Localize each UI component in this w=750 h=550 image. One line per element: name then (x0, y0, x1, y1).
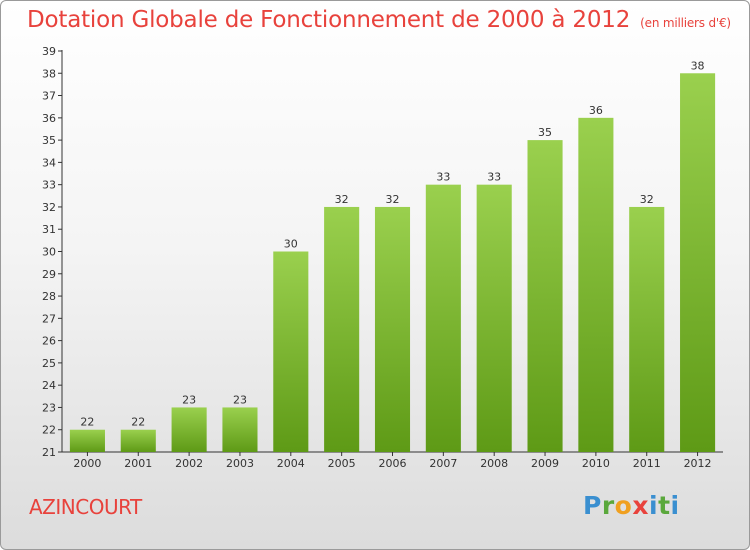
y-tick-label: 28 (42, 290, 56, 303)
data-label-2009: 35 (538, 126, 552, 139)
x-tick-label-2009: 2009 (531, 457, 559, 470)
bar-2007 (425, 184, 461, 452)
y-tick-label: 33 (42, 179, 56, 192)
bar-2000 (69, 429, 105, 452)
data-label-2000: 22 (80, 416, 94, 429)
data-label-2010: 36 (589, 104, 603, 117)
data-label-2008: 33 (487, 171, 501, 184)
bar-2003 (222, 407, 258, 452)
y-tick-label: 26 (42, 335, 56, 348)
y-tick-label: 23 (42, 401, 56, 414)
y-tick-label: 22 (42, 424, 56, 437)
x-tick-label-2003: 2003 (226, 457, 254, 470)
x-tick-label-2010: 2010 (582, 457, 610, 470)
bar-2006 (374, 206, 411, 452)
data-label-2004: 30 (284, 238, 298, 251)
x-tick-label-2002: 2002 (175, 457, 203, 470)
bar-2012 (680, 73, 716, 453)
y-tick-label: 34 (42, 156, 56, 169)
data-label-2006: 32 (386, 193, 400, 206)
y-tick-label: 38 (42, 67, 56, 80)
data-label-2005: 32 (335, 193, 349, 206)
data-label-2007: 33 (436, 171, 450, 184)
x-tick-label-2008: 2008 (480, 457, 508, 470)
y-tick-label: 37 (42, 90, 56, 103)
data-label-2003: 23 (233, 393, 247, 406)
x-tick-label-2012: 2012 (684, 457, 712, 470)
y-tick-label: 21 (42, 446, 56, 459)
chart-subtitle: (en milliers d'€) (640, 16, 731, 30)
data-label-2012: 38 (691, 59, 705, 72)
y-tick-label: 29 (42, 268, 56, 281)
x-tick-label-2006: 2006 (379, 457, 407, 470)
chart-title-text: Dotation Globale de Fonctionnement de 20… (27, 7, 631, 33)
x-tick-label-2011: 2011 (633, 457, 661, 470)
bar-2005 (324, 206, 360, 452)
data-label-2011: 32 (640, 193, 654, 206)
data-label-2002: 23 (182, 393, 196, 406)
bar-2002 (171, 407, 207, 452)
bar-2008 (476, 184, 512, 452)
bar-2010 (578, 117, 614, 452)
x-tick-label-2001: 2001 (124, 457, 152, 470)
bar-2011 (629, 206, 665, 452)
commune-name: AZINCOURT (29, 495, 142, 519)
x-tick-label-2005: 2005 (328, 457, 356, 470)
y-tick-label: 36 (42, 112, 56, 125)
bar-2004 (273, 251, 309, 452)
x-tick-label-2007: 2007 (429, 457, 457, 470)
x-tick-label-2004: 2004 (277, 457, 305, 470)
y-tick-label: 30 (42, 246, 56, 259)
y-tick-label: 25 (42, 357, 56, 370)
chart-title: Dotation Globale de Fonctionnement de 20… (27, 7, 731, 33)
data-label-2001: 22 (131, 416, 145, 429)
y-tick-label: 35 (42, 134, 56, 147)
y-tick-label: 39 (42, 45, 56, 58)
y-tick-label: 24 (42, 379, 56, 392)
y-tick-label: 31 (42, 223, 56, 236)
y-tick-label: 32 (42, 201, 56, 214)
bar-2001 (120, 429, 156, 452)
x-tick-label-2000: 2000 (73, 457, 101, 470)
bar-2009 (527, 140, 563, 452)
proxiti-logo[interactable]: Proxiti (583, 491, 680, 520)
y-tick-label: 27 (42, 312, 56, 325)
